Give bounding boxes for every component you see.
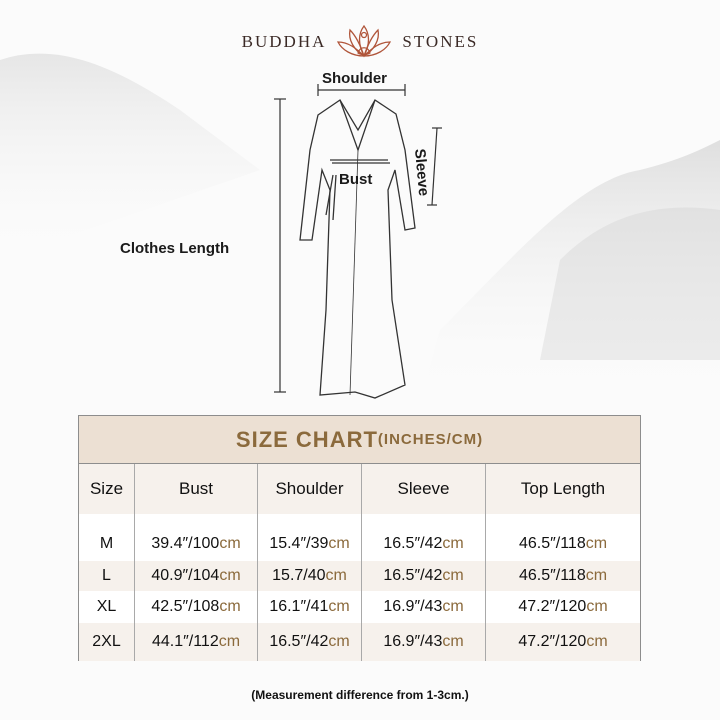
measure-unit: cm [219, 534, 241, 552]
measure-unit: cm [328, 534, 350, 552]
measure-cell: 44.1″/112 cm [135, 623, 258, 661]
measure-value: 16.5″/42 [383, 534, 443, 552]
measure-unit: cm [585, 534, 608, 552]
measure-value: 47.2″/120 [518, 598, 587, 615]
dress-outline [299, 99, 416, 399]
table-row: L 40.9″/104 cm 15.7/40 cm 16.5″/42 cm 46.5″/118… [79, 561, 640, 591]
sleeve-measure-line [431, 127, 438, 206]
measure-value: 39.4″/100 [151, 534, 220, 552]
measure-unit: cm [328, 598, 350, 615]
garment-diagram [274, 84, 442, 399]
measure-cell: 47.2″/120 cm [486, 591, 640, 623]
measure-value: 46.5″/118 [518, 534, 586, 552]
measure-value: 15.7/40 [272, 567, 326, 584]
measure-cell: 15.4″/39 cm [258, 514, 362, 561]
measure-unit: cm [218, 633, 241, 650]
brand-name-right: STONES [402, 32, 479, 51]
measure-cell: 46.5″/118 cm [486, 561, 640, 591]
brand-name-left: BUDDHA [241, 32, 327, 51]
size-chart-table: SIZE CHART (INCHES/CM) Size Bust Shoulder… [78, 415, 641, 661]
measure-unit: cm [585, 567, 608, 584]
measure-cell: 16.5″/42 cm [362, 514, 486, 561]
measure-value: 44.1″/112 [151, 633, 219, 650]
size-chart-title-text: SIZE CHART [235, 426, 378, 452]
measure-unit: cm [442, 598, 464, 615]
size-chart-title-unit: (INCHES/CM) [377, 431, 484, 448]
measure-value: 16.1″/41 [269, 598, 329, 615]
measure-unit: cm [586, 633, 608, 650]
measure-cell: 16.5″/42 cm [362, 561, 486, 591]
bust-label: Bust [339, 171, 373, 188]
measure-cell: 39.4″/100 cm [135, 514, 258, 561]
header-size: Size [79, 464, 135, 514]
header-shoulder: Shoulder [258, 464, 362, 514]
measure-cell: 40.9″/104 cm [135, 561, 258, 591]
measure-unit: cm [219, 598, 241, 615]
measure-value: 16.9″/43 [383, 633, 443, 650]
measure-value: 15.4″/39 [269, 534, 329, 552]
header-bust: Bust [135, 464, 258, 514]
measure-value: 40.9″/104 [151, 567, 220, 584]
measure-cell: 16.5″/42 cm [258, 623, 362, 661]
measure-cell: 15.7/40 cm [258, 561, 362, 591]
measure-cell: 16.9″/43 cm [362, 591, 486, 623]
table-header-row: Size Bust Shoulder Sleeve Top Length [79, 464, 640, 514]
size-cell: M [79, 514, 135, 561]
shoulder-label: Shoulder [322, 70, 388, 87]
lotus-meditation-icon [337, 24, 392, 58]
size-cell: 2XL [79, 623, 135, 661]
brand-logo: BUDDHA STONES [0, 22, 720, 62]
clothes-length-label: Clothes Length [120, 240, 230, 257]
table-row: M 39.4″/100 cm 15.4″/39 cm 16.5″/42 cm 46.5″/11… [79, 514, 640, 561]
measure-unit: cm [328, 633, 350, 650]
measure-value: 46.5″/118 [518, 567, 586, 584]
measure-value: 16.9″/43 [383, 598, 443, 615]
table-row: XL 42.5″/108 cm 16.1″/41 cm 16.9″/43 cm 47.2″/1… [79, 591, 640, 623]
table-row: 2XL 44.1″/112 cm 16.5″/42 cm 16.9″/43 cm 47.2″/… [79, 623, 640, 661]
measure-unit: cm [442, 567, 464, 584]
size-cell: XL [79, 591, 135, 623]
measure-value: 16.5″/42 [269, 633, 329, 650]
measure-unit: cm [442, 534, 464, 552]
measure-value: 47.2″/120 [518, 633, 587, 650]
measure-cell: 16.9″/43 cm [362, 623, 486, 661]
measure-value: 16.5″/42 [383, 567, 443, 584]
measure-cell: 16.1″/41 cm [258, 591, 362, 623]
measure-unit: cm [325, 567, 347, 584]
size-chart-title: SIZE CHART (INCHES/CM) [79, 416, 640, 464]
measure-unit: cm [442, 633, 464, 650]
header-sleeve: Sleeve [362, 464, 486, 514]
header-top-length: Top Length [520, 479, 606, 498]
measure-unit: cm [219, 567, 241, 584]
size-cell: L [79, 561, 135, 591]
measure-unit: cm [586, 598, 608, 615]
measurement-note: (Measurement difference from 1-3cm.) [251, 688, 469, 702]
measure-value: 42.5″/108 [151, 598, 220, 615]
measure-cell: 46.5″/118 cm [486, 514, 640, 561]
measure-cell: 42.5″/108 cm [135, 591, 258, 623]
measure-cell: 47.2″/120 cm [486, 623, 640, 661]
